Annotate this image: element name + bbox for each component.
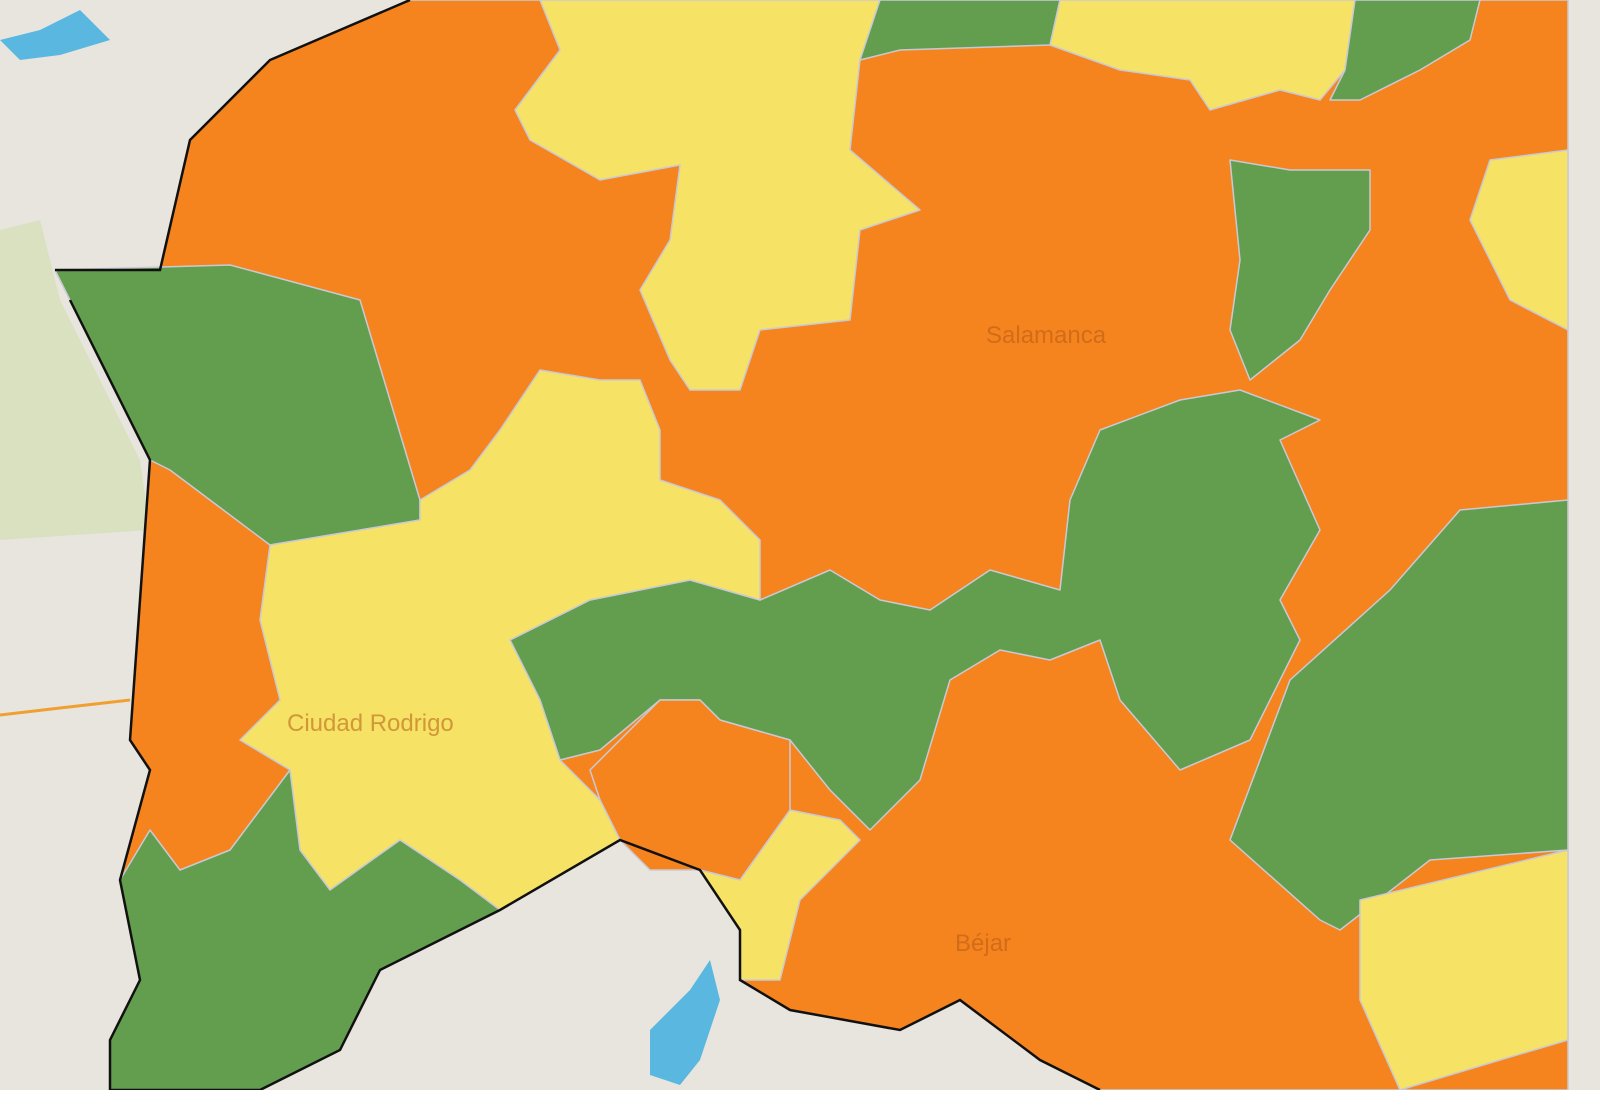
region-southeast-yellow[interactable] <box>1359 849 1569 1090</box>
region-north-green[interactable] <box>859 0 1061 61</box>
region-east-strip[interactable] <box>1229 159 1371 381</box>
region-north[interactable] <box>514 0 921 391</box>
map-canvas[interactable] <box>0 0 1600 1090</box>
city-label-ciudad-rodrigo: Ciudad Rodrigo <box>287 710 454 737</box>
region-northeast-green[interactable] <box>1329 0 1481 101</box>
region-east-edge[interactable] <box>1469 149 1569 331</box>
reservoir-water <box>650 960 720 1085</box>
reservoir-water <box>0 10 110 60</box>
terrain-area <box>0 220 150 540</box>
city-label-salamanca: Salamanca <box>986 322 1107 349</box>
province-border <box>55 0 1101 1090</box>
city-label-bejar: Béjar <box>955 930 1012 957</box>
region-southeast-green[interactable] <box>1229 499 1569 931</box>
highway-road <box>0 698 131 717</box>
